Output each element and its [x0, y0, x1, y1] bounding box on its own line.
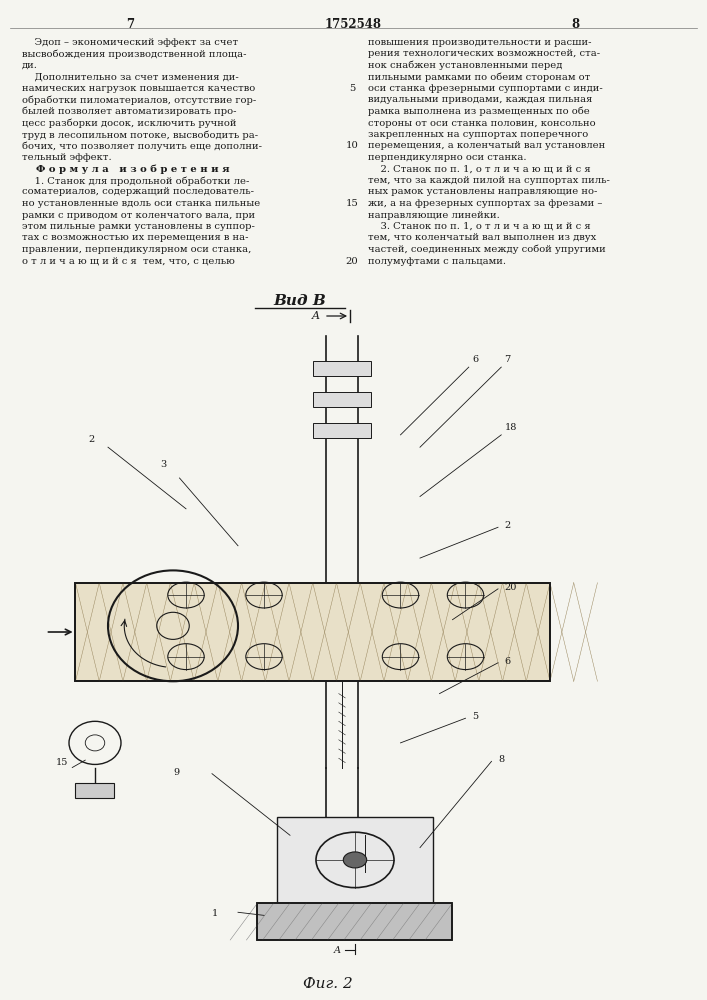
Text: рамка выполнена из размещенных по обе: рамка выполнена из размещенных по обе [368, 107, 590, 116]
Text: 10: 10 [346, 141, 358, 150]
Text: закрепленных на суппортах поперечного: закрепленных на суппортах поперечного [368, 130, 588, 139]
Text: намических нагрузок повышается качество: намических нагрузок повышается качество [22, 84, 255, 93]
Text: ных рамок установлены направляющие но-: ных рамок установлены направляющие но- [368, 188, 597, 196]
Bar [312, 423, 371, 438]
Text: перемещения, а коленчатый вал установлен: перемещения, а коленчатый вал установлен [368, 141, 605, 150]
Text: Ф о р м у л а   и з о б р е т е н и я: Ф о р м у л а и з о б р е т е н и я [22, 164, 230, 174]
Text: Эдоп – экономический эффект за счет: Эдоп – экономический эффект за счет [22, 38, 238, 47]
Bar [76, 783, 115, 798]
Text: тем, что за каждой пилой на суппортах пиль-: тем, что за каждой пилой на суппортах пи… [368, 176, 610, 185]
Text: A: A [334, 946, 341, 955]
Text: видуальными приводами, каждая пильная: видуальными приводами, каждая пильная [368, 96, 592, 104]
Text: 3: 3 [160, 460, 166, 469]
Text: жи, а на фрезерных суппортах за фрезами –: жи, а на фрезерных суппортах за фрезами … [368, 199, 602, 208]
Text: соматериалов, содержащий последователь-: соматериалов, содержащий последователь- [22, 188, 254, 196]
Text: былей позволяет автоматизировать про-: былей позволяет автоматизировать про- [22, 107, 237, 116]
Text: частей, соединенных между собой упругими: частей, соединенных между собой упругими [368, 245, 606, 254]
Text: Вид В: Вид В [274, 294, 327, 308]
Bar [312, 361, 371, 376]
Text: правлении, перпендикулярном оси станка,: правлении, перпендикулярном оси станка, [22, 245, 252, 254]
Text: 2: 2 [505, 521, 510, 530]
Text: 1752548: 1752548 [325, 18, 382, 31]
Text: пильными рамками по обеим сторонам от: пильными рамками по обеим сторонам от [368, 73, 590, 82]
Text: рамки с приводом от коленчатого вала, при: рамки с приводом от коленчатого вала, пр… [22, 211, 255, 220]
Text: 3. Станок по п. 1, о т л и ч а ю щ и й с я: 3. Станок по п. 1, о т л и ч а ю щ и й с… [368, 222, 590, 231]
Bar [257, 903, 452, 940]
Text: 1: 1 [212, 909, 218, 918]
Text: рения технологических возможностей, ста-: рения технологических возможностей, ста- [368, 49, 600, 58]
Text: обработки пиломатериалов, отсутствие гор-: обработки пиломатериалов, отсутствие гор… [22, 96, 256, 105]
Text: 2. Станок по п. 1, о т л и ч а ю щ и й с я: 2. Станок по п. 1, о т л и ч а ю щ и й с… [368, 164, 590, 174]
Text: тельный эффект.: тельный эффект. [22, 153, 112, 162]
Text: цесс разборки досок, исключить ручной: цесс разборки досок, исключить ручной [22, 118, 237, 128]
Text: 2: 2 [88, 435, 95, 444]
Text: 5: 5 [349, 84, 355, 93]
Text: 8: 8 [571, 18, 579, 31]
Bar [257, 903, 452, 940]
Text: 5: 5 [472, 712, 478, 721]
Text: 7: 7 [505, 355, 510, 364]
Text: 15: 15 [56, 758, 69, 767]
Text: направляющие линейки.: направляющие линейки. [368, 211, 500, 220]
Text: 20: 20 [346, 256, 358, 265]
Text: 6: 6 [472, 355, 478, 364]
Text: но установленные вдоль оси станка пильные: но установленные вдоль оси станка пильны… [22, 199, 260, 208]
Text: оси станка фрезерными суппортами с инди-: оси станка фрезерными суппортами с инди- [368, 84, 603, 93]
Text: 6: 6 [505, 657, 510, 666]
Text: о т л и ч а ю щ и й с я  тем, что, с целью: о т л и ч а ю щ и й с я тем, что, с цель… [22, 256, 235, 265]
Text: повышения производительности и расши-: повышения производительности и расши- [368, 38, 592, 47]
Text: Фиг. 2: Фиг. 2 [303, 977, 353, 991]
Text: A: A [312, 311, 320, 321]
Ellipse shape [344, 852, 367, 868]
Text: 1. Станок для продольной обработки ле-: 1. Станок для продольной обработки ле- [22, 176, 250, 186]
Text: высвобождения производственной площа-: высвобождения производственной площа- [22, 49, 247, 59]
Text: 9: 9 [173, 768, 179, 777]
Bar [76, 583, 550, 681]
Text: Дополнительно за счет изменения ди-: Дополнительно за счет изменения ди- [22, 73, 239, 82]
Text: тах с возможностью их перемещения в на-: тах с возможностью их перемещения в на- [22, 233, 248, 242]
Bar [312, 392, 371, 407]
Text: 20: 20 [505, 583, 517, 592]
Text: тем, что коленчатый вал выполнен из двух: тем, что коленчатый вал выполнен из двух [368, 233, 596, 242]
Text: 15: 15 [346, 199, 358, 208]
Text: перпендикулярно оси станка.: перпендикулярно оси станка. [368, 153, 527, 162]
Text: 7: 7 [126, 18, 134, 31]
Text: ди.: ди. [22, 61, 38, 70]
Text: 18: 18 [505, 423, 517, 432]
Text: стороны от оси станка половин, консольно: стороны от оси станка половин, консольно [368, 118, 595, 127]
Text: нок снабжен установленными перед: нок снабжен установленными перед [368, 61, 562, 70]
Bar [76, 583, 550, 681]
Text: полумуфтами с пальцами.: полумуфтами с пальцами. [368, 256, 506, 265]
Text: этом пильные рамки установлены в суппор-: этом пильные рамки установлены в суппор- [22, 222, 255, 231]
Text: труд в лесопильном потоке, высвободить ра-: труд в лесопильном потоке, высвободить р… [22, 130, 258, 139]
Text: бочих, что позволяет получить еще дополни-: бочих, что позволяет получить еще дополн… [22, 141, 262, 151]
Text: 8: 8 [498, 755, 504, 764]
Bar [277, 817, 433, 903]
